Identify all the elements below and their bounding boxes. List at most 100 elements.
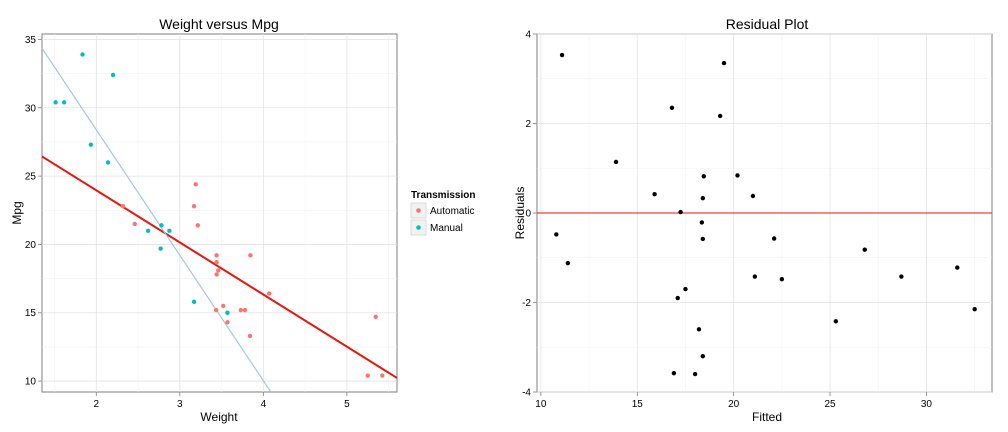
data-point <box>565 260 571 266</box>
data-point <box>692 371 698 377</box>
data-point <box>700 354 706 359</box>
data-point <box>380 373 385 378</box>
x-tick-label: 20 <box>728 399 740 410</box>
data-point <box>213 307 219 313</box>
data-point <box>721 60 727 66</box>
data-point <box>158 246 163 251</box>
y-tick-label: 2 <box>525 119 531 130</box>
data-point <box>373 314 378 320</box>
data-point <box>613 159 619 165</box>
data-point <box>678 209 683 215</box>
legend-title: Transmission <box>411 190 475 201</box>
data-point <box>225 320 230 325</box>
data-point <box>214 259 219 265</box>
legend-label-manual: Manual <box>430 223 463 234</box>
data-points <box>554 52 977 377</box>
y-tick-label: 25 <box>25 172 37 183</box>
y-tick-label: 20 <box>25 240 37 251</box>
fit-line <box>41 48 272 393</box>
data-point <box>248 253 253 258</box>
data-point <box>267 291 272 296</box>
data-point <box>701 174 706 179</box>
grid-lines <box>42 34 397 392</box>
data-point <box>242 307 248 313</box>
data-point <box>717 113 723 119</box>
y-tick-label: 10 <box>25 377 37 388</box>
y-axis-title: Mpg <box>10 201 24 224</box>
data-point <box>191 299 197 305</box>
y-tick-label: 30 <box>25 103 37 114</box>
data-point <box>53 100 58 105</box>
data-point <box>191 203 197 209</box>
data-point <box>683 286 688 292</box>
data-point <box>365 373 370 378</box>
data-point <box>779 277 785 282</box>
data-points <box>53 52 385 378</box>
x-tick-label: 25 <box>824 399 836 410</box>
data-point <box>132 221 137 227</box>
x-axis-title: Weight <box>200 410 238 424</box>
data-point <box>167 228 172 233</box>
data-point <box>750 193 756 199</box>
y-tick-label: -4 <box>522 388 531 399</box>
chart-title: Weight versus Mpg <box>159 16 279 32</box>
y-tick-label: 0 <box>525 209 531 220</box>
x-tick-label: 5 <box>344 399 350 410</box>
data-point <box>110 72 116 78</box>
x-tick-label: 15 <box>632 399 644 410</box>
data-point <box>972 307 977 312</box>
x-tick-label: 10 <box>535 399 547 410</box>
data-point <box>61 100 67 105</box>
data-point <box>899 274 904 279</box>
legend-marker-manual <box>416 225 421 230</box>
data-point <box>669 105 675 111</box>
weight-mpg-chart: Weight versus Mpg 2 3 4 5 10 15 20 25 30 35 Weig… <box>10 16 475 424</box>
data-point <box>105 160 111 165</box>
x-tick-label: 4 <box>261 399 267 410</box>
legend: Transmission Automatic Manual <box>410 190 475 236</box>
fit-line <box>41 155 398 379</box>
data-point <box>696 327 702 332</box>
fit-lines <box>41 48 398 393</box>
x-tick-label: 3 <box>177 399 183 410</box>
data-point <box>225 310 230 315</box>
y-tick-label: 4 <box>525 30 531 41</box>
plot-border <box>41 33 398 393</box>
data-point <box>700 236 706 242</box>
data-point <box>862 247 867 252</box>
data-point <box>671 371 677 376</box>
data-point <box>833 319 839 324</box>
data-point <box>193 182 198 187</box>
data-point <box>675 295 680 301</box>
data-point <box>771 236 777 241</box>
data-point <box>700 196 706 201</box>
data-point <box>955 265 960 270</box>
y-axis-title: Residuals <box>513 187 527 240</box>
data-point <box>216 268 221 273</box>
data-point <box>559 52 565 58</box>
legend-label-automatic: Automatic <box>430 206 474 217</box>
data-point <box>88 142 94 147</box>
data-point <box>752 274 758 279</box>
y-tick-label: 15 <box>25 308 37 319</box>
data-point <box>214 253 219 258</box>
data-point <box>652 192 657 197</box>
y-tick-labels: -4 -2 0 2 4 <box>522 30 537 399</box>
data-point <box>214 272 219 277</box>
data-point <box>221 303 226 309</box>
chart-title: Residual Plot <box>726 16 809 32</box>
data-point <box>195 223 200 228</box>
data-point <box>145 228 151 233</box>
x-axis-title: Fitted <box>752 410 782 424</box>
y-tick-label: -2 <box>522 298 531 309</box>
data-point <box>247 333 253 339</box>
legend-marker-automatic <box>416 208 421 213</box>
y-tick-label: 35 <box>25 35 37 46</box>
data-point <box>699 220 705 225</box>
data-point <box>554 232 559 237</box>
x-tick-label: 2 <box>94 399 100 410</box>
x-tick-labels: 10 15 20 25 30 <box>535 392 932 410</box>
data-point <box>120 203 126 209</box>
